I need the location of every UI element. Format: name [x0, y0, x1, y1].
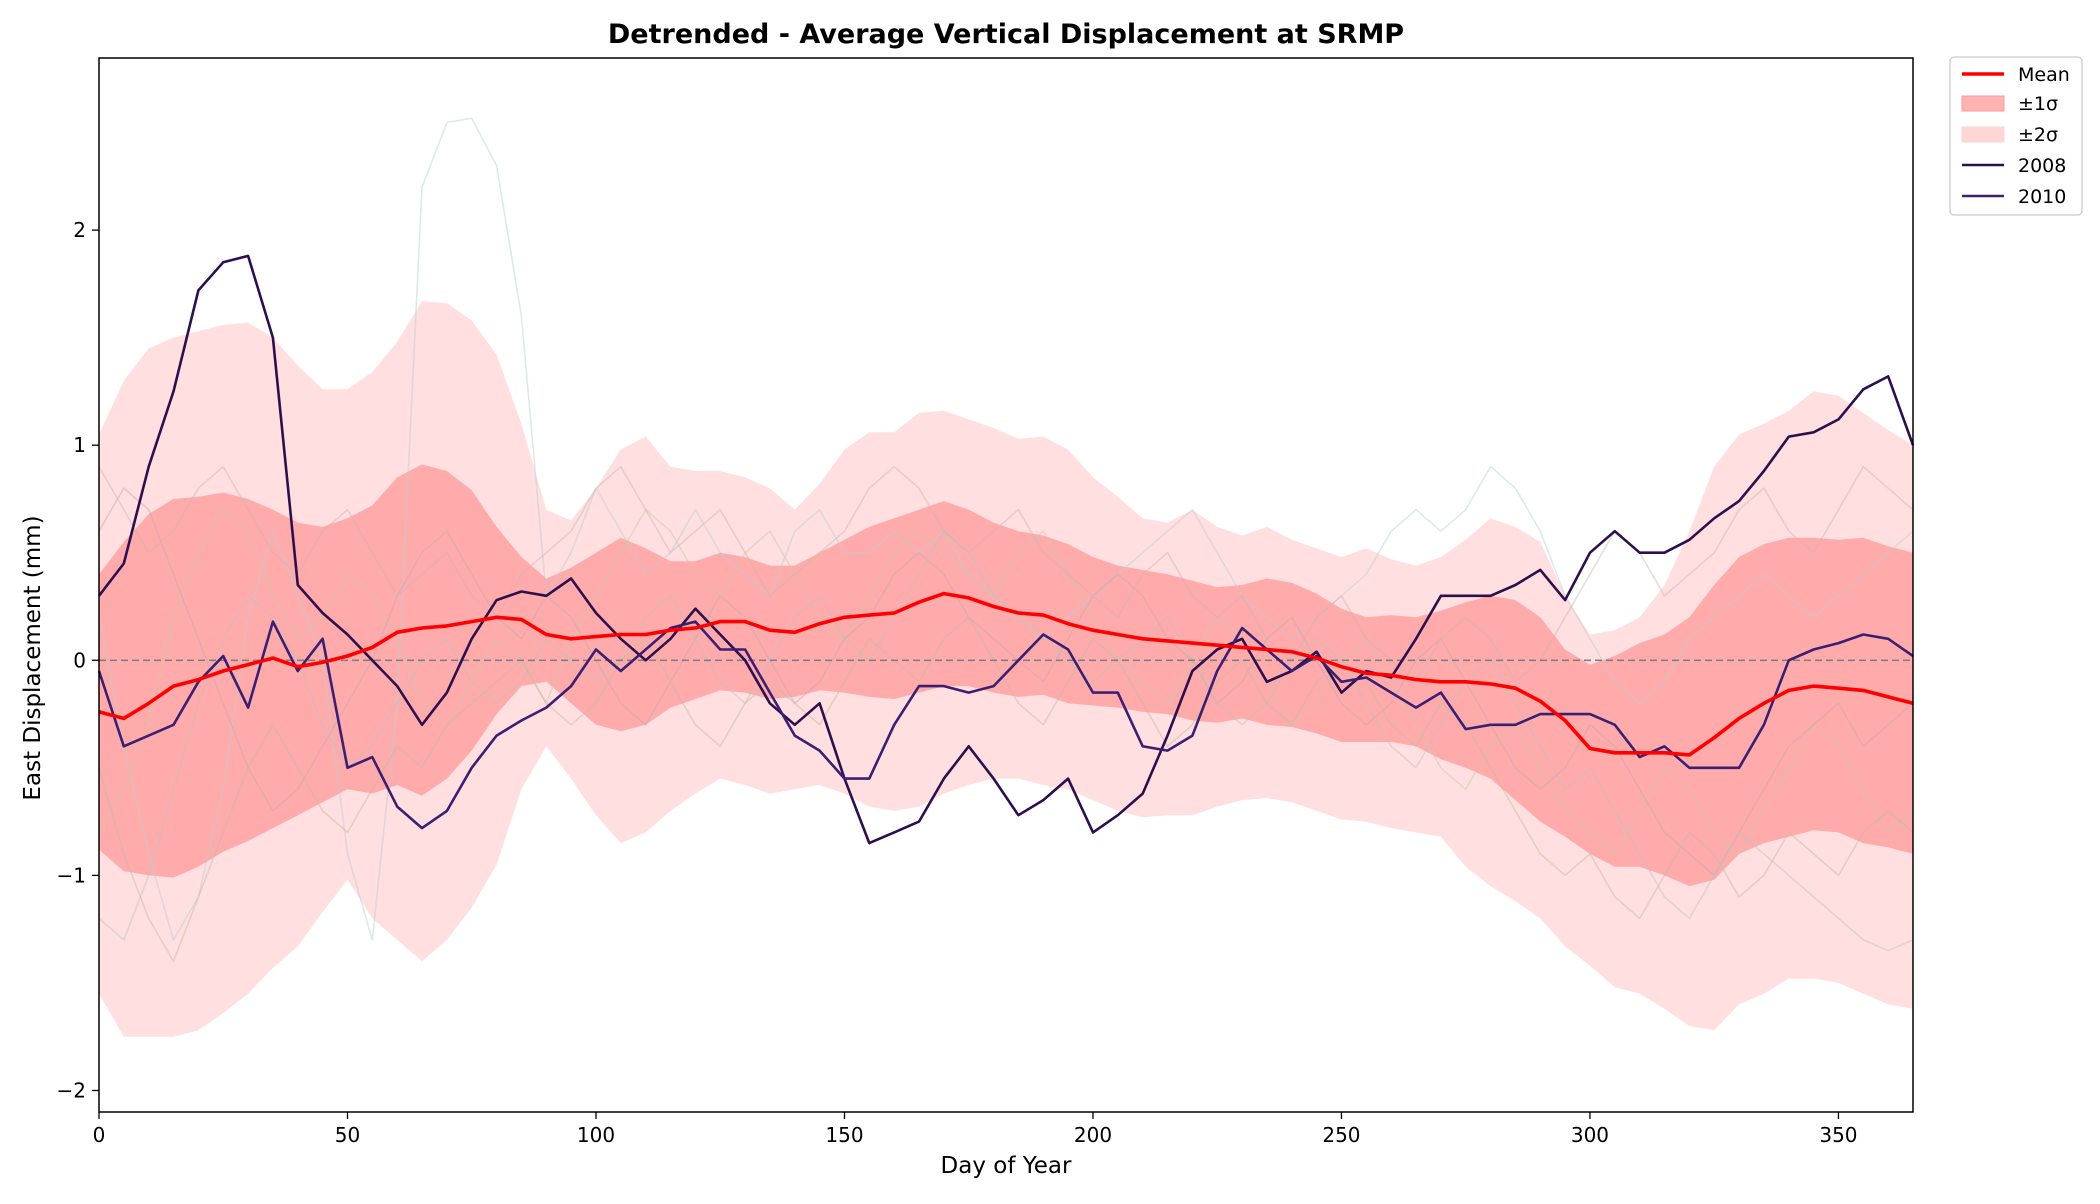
legend-swatch-sigma2 [1961, 126, 2005, 143]
legend-label-sigma1: ±1σ [2018, 93, 2058, 115]
x-tick-label: 150 [825, 1123, 863, 1147]
background-year-line-4 [98, 530, 1914, 952]
sigma-bands [99, 301, 1913, 1037]
background-year-line-5 [98, 465, 1914, 683]
x-tick-label: 300 [1571, 1123, 1609, 1147]
legend-entry-sigma2: ±2σ [1961, 124, 2058, 146]
y-tick-label: −2 [57, 1078, 86, 1102]
legend-entry-2010: 2010 [1962, 186, 2066, 208]
plot-frame [98, 57, 1914, 1113]
x-tick-label: 350 [1819, 1123, 1857, 1147]
x-tick-label: 250 [1322, 1123, 1360, 1147]
legend-label-mean: Mean [2018, 64, 2070, 86]
legend-entry-2008: 2008 [1962, 155, 2066, 177]
background-year-line-3 [98, 487, 1914, 877]
series-line-2010 [97, 620, 1914, 830]
legend-swatch-sigma1 [1961, 95, 2005, 112]
year-series-lines [97, 254, 1915, 845]
x-tick-label: 100 [577, 1123, 615, 1147]
series-line-2008 [97, 254, 1915, 845]
y-tick-label: −1 [57, 863, 86, 887]
legend-label-2010: 2010 [2018, 186, 2066, 208]
y-axis-ticks: −2 −1 0 1 2 [57, 218, 99, 1102]
y-tick-label: 2 [73, 218, 86, 242]
x-axis-label: Day of Year [941, 1153, 1072, 1179]
legend-entry-mean: Mean [1962, 64, 2070, 86]
legend-label-2008: 2008 [2018, 155, 2066, 177]
sigma1-band [99, 464, 1913, 887]
legend: Mean ±1σ ±2σ 2008 2010 [1949, 56, 2083, 216]
y-tick-label: 0 [73, 648, 86, 672]
background-year-line-1 [98, 117, 1914, 941]
y-axis-label: East Displacement (mm) [20, 515, 46, 800]
x-tick-label: 200 [1074, 1123, 1112, 1147]
chart-title: Detrended - Average Vertical Displacemen… [608, 19, 1404, 50]
x-axis-ticks: 0 50 100 150 200 250 300 350 [93, 1112, 1858, 1147]
y-tick-label: 1 [73, 433, 86, 457]
background-year-line-6 [98, 616, 1914, 963]
legend-label-sigma2: ±2σ [2018, 124, 2058, 146]
x-tick-label: 50 [335, 1123, 360, 1147]
background-year-lines [98, 117, 1914, 963]
background-year-line-2 [98, 508, 1914, 855]
mean-line [98, 591, 1914, 757]
legend-entry-sigma1: ±1σ [1961, 93, 2058, 115]
x-tick-label: 0 [93, 1123, 106, 1147]
